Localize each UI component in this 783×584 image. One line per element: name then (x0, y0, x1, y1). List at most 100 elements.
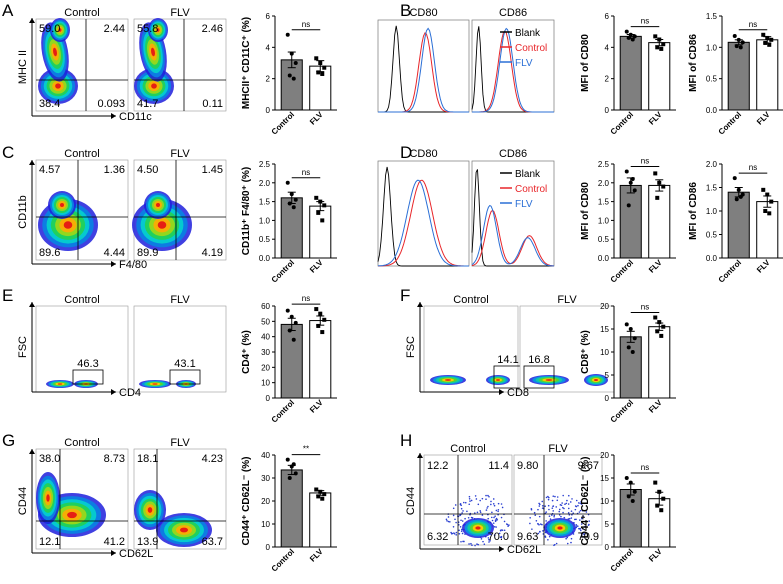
y-tick-label: 10 (600, 348, 609, 357)
histogram-d-1: CD80 (377, 148, 470, 267)
cell-density-1-level (60, 203, 64, 207)
event-dot (553, 544, 555, 547)
event-dot (481, 497, 484, 500)
y-tick-label: 40 (261, 333, 270, 342)
event-dot (492, 498, 495, 500)
event-dot (467, 516, 470, 519)
event-dot (529, 522, 531, 525)
event-dot (476, 511, 479, 514)
bar-flv (648, 42, 671, 111)
data-point-flv (661, 496, 666, 501)
y-axis-label: MFI of CD80 (580, 34, 591, 92)
gateplot-frame (35, 305, 129, 393)
legend-label: Blank (515, 169, 541, 180)
event-dot (493, 534, 496, 536)
event-dot (575, 524, 578, 526)
data-point-control (291, 205, 296, 210)
gateplot-f-1: 14.1 Control (423, 294, 523, 393)
event-dot (479, 510, 481, 512)
x-marker-label-g: CD62L (119, 548, 153, 560)
event-dot (566, 499, 568, 502)
y-axis-label: MHCII⁺ CD11C⁺ (%) (241, 17, 252, 109)
group-title-group1: Control (450, 443, 485, 455)
event-dot (470, 542, 472, 545)
event-dot (575, 518, 577, 521)
event-dot (450, 531, 452, 534)
event-dot (582, 528, 584, 530)
data-point-control (624, 169, 629, 174)
cell-density-0-level (67, 511, 77, 519)
dotplot-g-2: 18.1 4.23 13.9 63.7 FLV (133, 437, 227, 550)
event-dot (500, 536, 502, 538)
histogram-frame (377, 19, 470, 113)
event-dot (545, 511, 548, 513)
significance-label: ns (641, 463, 649, 472)
category-label: FLV (755, 110, 772, 127)
cell-density-1-level (53, 47, 57, 57)
event-dot (475, 498, 478, 500)
gateplot-f-2: 16.8 FLV (519, 294, 615, 393)
bar-chart-g: 0 10 20 30 40 Control FLV ** CD44⁺ CD62L⁻ (%) (241, 445, 337, 574)
data-point-flv (314, 195, 319, 200)
event-dot (537, 508, 539, 511)
data-point-flv (320, 71, 325, 76)
event-dot (579, 519, 581, 521)
event-dot (535, 519, 538, 522)
dotplot-c-2: 4.50 1.45 89.9 4.19 FLV (132, 148, 227, 261)
event-dot (487, 537, 490, 539)
quadrant-upper-left: 12.2 (427, 460, 448, 472)
data-point-flv (657, 180, 662, 185)
panel-letter-f: F (400, 286, 410, 305)
event-dot (567, 512, 570, 514)
gate-percentage: 14.1 (497, 354, 518, 366)
event-dot (505, 523, 508, 525)
event-dot (493, 525, 496, 528)
y-arrow-head (29, 449, 35, 454)
data-point-control (632, 188, 637, 193)
event-dot (473, 512, 476, 514)
y-arrow-head (417, 453, 423, 458)
data-point-flv (769, 199, 774, 204)
bar-flv (309, 492, 332, 548)
event-dot (447, 516, 450, 518)
data-point-control (293, 320, 298, 325)
group-title-group1: Control (64, 148, 99, 160)
event-dot (548, 508, 550, 511)
group-title-group1: Control (64, 294, 99, 306)
event-dot (544, 535, 547, 537)
event-dot (447, 520, 450, 523)
data-point-flv (657, 320, 662, 325)
x-marker-label-e: CD4 (119, 387, 141, 399)
data-point-control (630, 350, 635, 354)
y-tick-label: 2.5 (259, 160, 271, 169)
y-tick-label: 1.5 (259, 198, 271, 207)
data-point-control (632, 336, 637, 341)
event-dot (493, 504, 496, 507)
event-dot (461, 532, 464, 535)
event-dot (580, 532, 583, 535)
y-marker-label-e: FSC (17, 336, 29, 358)
data-point-flv (763, 209, 768, 213)
bar-chart-e: 0 10 20 30 40 50 60 Control FLV ns CD4⁺ (%) (241, 294, 337, 425)
flv-histogram-line (472, 27, 554, 113)
quadrant-upper-right: 8.73 (104, 453, 125, 465)
event-dot (538, 523, 540, 526)
data-point-flv (655, 45, 660, 50)
event-dot (580, 500, 583, 503)
y-tick-label: 2 (266, 75, 271, 84)
cell-density-0-level (545, 379, 553, 381)
x-arrow-head (111, 261, 116, 267)
blank-histogram-line (471, 169, 554, 267)
quadrant-upper-right: 4.23 (202, 453, 223, 465)
event-dot (548, 496, 550, 499)
event-dot (548, 535, 551, 538)
event-dot (493, 516, 495, 519)
quadrant-lower-right: 4.19 (202, 247, 223, 259)
bar-control (619, 489, 642, 548)
event-dot (486, 507, 488, 509)
data-point-control (630, 37, 635, 42)
event-dot (481, 514, 484, 516)
event-dot (577, 502, 580, 504)
legend-label: Control (515, 43, 547, 54)
control-histogram-line (471, 209, 555, 267)
